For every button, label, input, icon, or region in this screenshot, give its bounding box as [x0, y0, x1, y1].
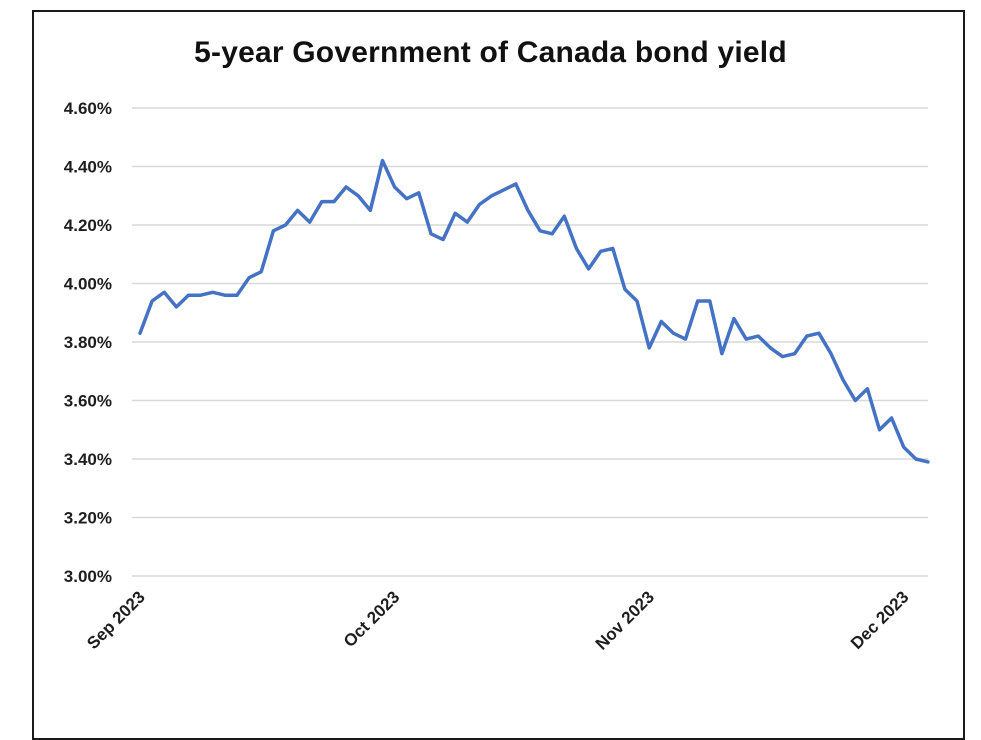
line-chart: 3.00% 3.20% 3.40% 3.60% 3.80% 4.00% 4.20% 4.40%… [64, 99, 930, 654]
y-axis-ticks: 3.00% 3.20% 3.40% 3.60% 3.80% 4.00% 4.20% 4.40%… [64, 99, 112, 586]
y-tick-label: 4.40% [64, 158, 112, 177]
gridlines [132, 107, 928, 577]
y-tick-label: 4.00% [64, 275, 112, 294]
y-tick-label: 3.40% [64, 450, 112, 469]
series-lines [138, 158, 930, 464]
x-tick-label: Oct 2023 [340, 587, 404, 651]
chart-title: 5-year Government of Canada bond yield [194, 36, 787, 69]
y-tick-label: 3.80% [64, 333, 112, 352]
y-tick-label: 3.20% [64, 509, 112, 528]
x-axis-ticks: Sep 2023 Oct 2023 Nov 2023 Dec 2023 [83, 587, 912, 653]
chart-frame [32, 10, 965, 740]
y-tick-label: 3.60% [64, 392, 112, 411]
x-tick-label: Nov 2023 [592, 587, 658, 653]
series-line [138, 158, 930, 464]
y-tick-label: 3.00% [64, 567, 112, 586]
y-tick-label: 4.20% [64, 216, 112, 235]
x-tick-label: Dec 2023 [847, 587, 913, 653]
y-tick-label: 4.60% [64, 99, 112, 118]
x-tick-label: Sep 2023 [83, 587, 149, 653]
